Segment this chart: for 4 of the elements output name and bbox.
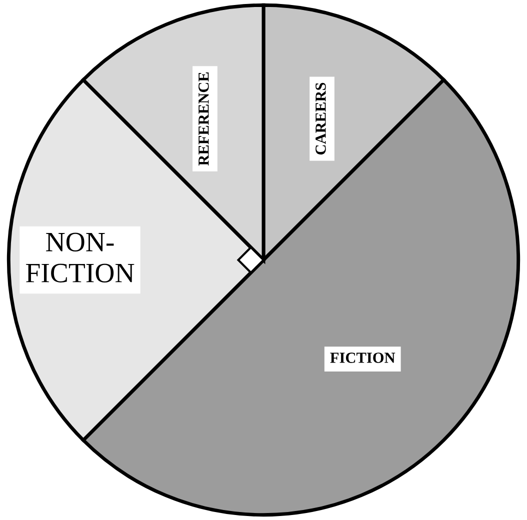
slice-label: REFERENCE [198, 72, 209, 166]
slice-label: NON-FICTION [26, 232, 134, 282]
slice-label: CAREERS [316, 82, 326, 154]
slice-label: FICTION [330, 352, 396, 363]
